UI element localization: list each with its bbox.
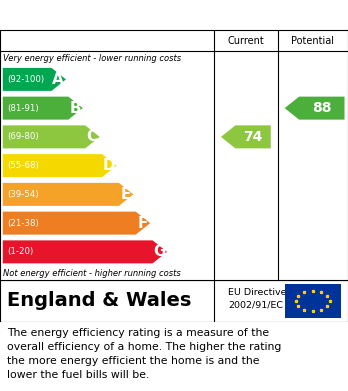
Text: England & Wales: England & Wales: [7, 292, 191, 310]
Text: 88: 88: [312, 101, 332, 115]
Polygon shape: [3, 68, 66, 91]
Text: 74: 74: [243, 130, 263, 144]
Text: (55-68): (55-68): [7, 161, 39, 170]
Polygon shape: [3, 97, 83, 120]
Text: (39-54): (39-54): [7, 190, 39, 199]
Bar: [285, 284, 341, 318]
Text: (1-20): (1-20): [7, 248, 33, 256]
Text: Current: Current: [228, 36, 264, 46]
Text: (92-100): (92-100): [7, 75, 44, 84]
Text: E: E: [120, 187, 131, 202]
Text: The energy efficiency rating is a measure of the
overall efficiency of a home. T: The energy efficiency rating is a measur…: [7, 328, 281, 380]
Polygon shape: [3, 126, 100, 148]
Text: G: G: [153, 244, 166, 259]
Text: Energy Efficiency Rating: Energy Efficiency Rating: [60, 6, 288, 24]
Text: (81-91): (81-91): [7, 104, 39, 113]
Text: (21-38): (21-38): [7, 219, 39, 228]
Polygon shape: [3, 212, 150, 235]
Text: Potential: Potential: [291, 36, 334, 46]
Text: A: A: [53, 72, 64, 87]
Text: C: C: [86, 129, 97, 144]
Polygon shape: [3, 183, 133, 206]
Text: EU Directive
2002/91/EC: EU Directive 2002/91/EC: [228, 288, 286, 310]
Polygon shape: [3, 154, 117, 177]
Polygon shape: [3, 240, 167, 264]
Text: B: B: [69, 100, 81, 116]
Text: Not energy efficient - higher running costs: Not energy efficient - higher running co…: [3, 269, 181, 278]
Polygon shape: [285, 97, 345, 120]
Text: D: D: [103, 158, 115, 173]
Text: (69-80): (69-80): [7, 133, 39, 142]
Text: Very energy efficient - lower running costs: Very energy efficient - lower running co…: [3, 54, 181, 63]
Polygon shape: [221, 126, 271, 148]
Text: F: F: [137, 215, 148, 231]
